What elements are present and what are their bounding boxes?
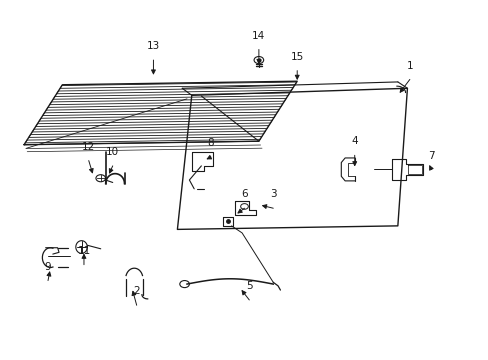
Text: 1: 1 [406,60,412,71]
Text: 14: 14 [252,31,265,41]
Text: 2: 2 [133,287,140,296]
Text: 12: 12 [82,142,95,152]
Text: 8: 8 [207,138,214,148]
Text: 4: 4 [351,136,357,147]
Text: 5: 5 [245,281,252,291]
Text: 10: 10 [106,147,119,157]
Text: 7: 7 [427,150,434,161]
Text: 15: 15 [290,52,303,62]
Text: 3: 3 [269,189,276,199]
Text: 13: 13 [146,41,160,51]
Text: 9: 9 [44,262,51,272]
Text: 6: 6 [241,189,247,199]
Text: 11: 11 [77,246,90,256]
